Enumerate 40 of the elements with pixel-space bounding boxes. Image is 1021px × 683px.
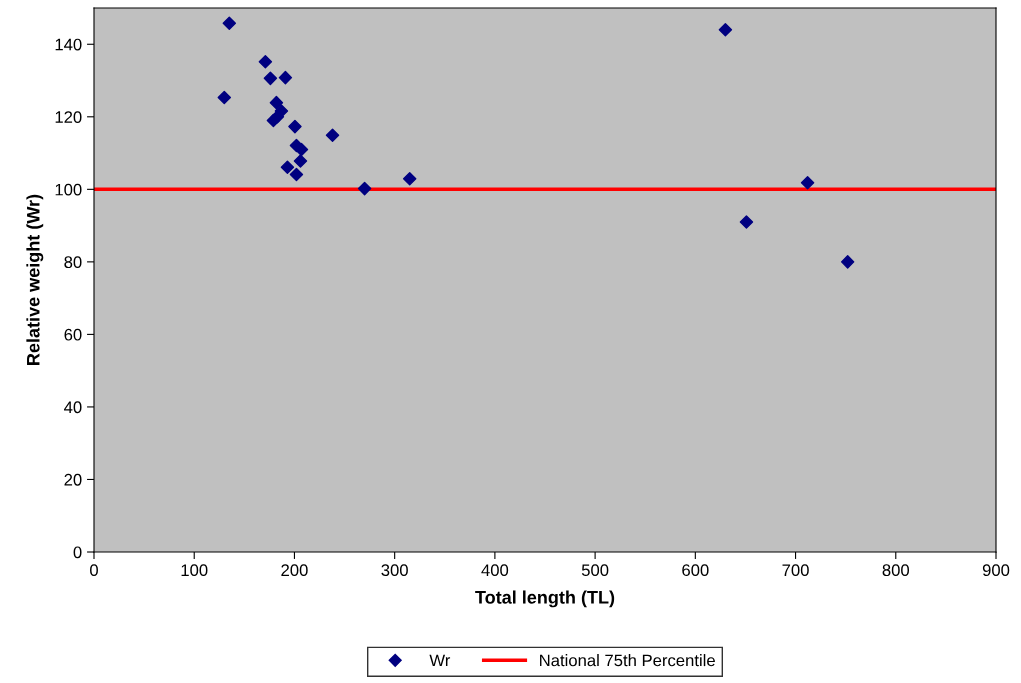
point (270, 110, 285, 124)
y-tick-label: 20 (64, 473, 82, 486)
legend-label: National 75th Percentile (540, 654, 715, 667)
point (269, 95, 284, 110)
x-tick-label: 100 (181, 564, 208, 577)
y-tick-label: 100 (55, 183, 82, 196)
point (402, 172, 417, 186)
y-tick-label: 0 (73, 546, 82, 559)
point (800, 176, 815, 190)
point (718, 23, 733, 37)
x-tick-label: 200 (281, 564, 308, 577)
point (840, 255, 855, 269)
x-tick-label: 800 (882, 564, 910, 577)
x-tick-label: 300 (381, 564, 408, 577)
point (739, 215, 754, 229)
y-tick-label: 40 (64, 401, 82, 414)
x-tick-label: 0 (90, 564, 98, 577)
point (222, 16, 237, 30)
x-axis-title: Total length (TL) (475, 590, 615, 608)
x-tick-label: 600 (682, 564, 709, 577)
point (288, 119, 302, 134)
x-tick-label: 400 (481, 564, 509, 577)
y-axis-title: Relative weight (Wr) (26, 194, 44, 365)
y-tick-label: 120 (55, 111, 82, 123)
x-tick-label: 700 (782, 564, 809, 577)
y-tick-label: 80 (64, 256, 82, 269)
y-tick-label: 60 (64, 328, 82, 341)
point (217, 90, 232, 105)
y-tick-label: 140 (55, 38, 82, 51)
point (258, 54, 273, 69)
legend-label: Wr (429, 654, 451, 667)
point (289, 167, 304, 182)
point (278, 70, 293, 85)
point (357, 181, 372, 196)
point (263, 71, 278, 86)
point (325, 128, 340, 143)
x-tick-label: 500 (581, 564, 609, 577)
x-tick-label: 900 (982, 564, 1010, 577)
point (293, 154, 308, 168)
point (280, 160, 295, 174)
